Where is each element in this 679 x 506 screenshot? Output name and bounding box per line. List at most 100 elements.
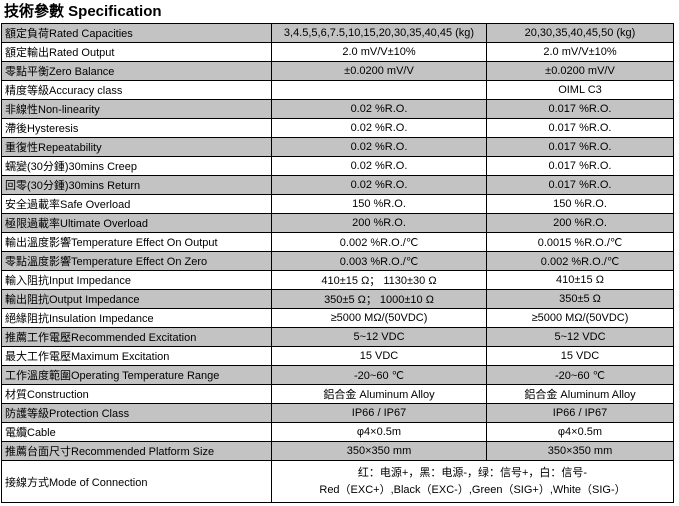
spec-label-cell: 安全過載率Safe Overload <box>1 194 272 214</box>
table-row: 輸出溫度影響Temperature Effect On Output 0.002… <box>1 232 674 252</box>
table-row: 推薦工作電壓Recommended Excitation 5~12 VDC 5~… <box>1 327 674 347</box>
spec-value-cell-col1: 0.02 %R.O. <box>271 99 487 119</box>
table-row: 精度等級Accuracy class OIML C3 <box>1 80 674 100</box>
spec-value-cell-col1: 3,4.5,5,6,7.5,10,15,20,30,35,40,45 (kg) <box>271 23 487 43</box>
spec-label-cell: 防護等級Protection Class <box>1 403 272 423</box>
table-row: 輸出阻抗Output Impedance 350±5 Ω； 1000±10 Ω … <box>1 289 674 309</box>
spec-label-cell: 蠕變(30分鍾)30mins Creep <box>1 156 272 176</box>
connection-line-en: Red（EXC+）,Black（EXC-）,Green（SIG+）,White（… <box>319 483 626 496</box>
spec-label-cell: 最大工作電壓Maximum Excitation <box>1 346 272 366</box>
spec-value-cell-col2: 0.017 %R.O. <box>486 175 674 195</box>
spec-value-cell-col2: φ4×0.5m <box>486 422 674 442</box>
table-row: 防護等級Protection Class IP66 / IP67 IP66 / … <box>1 403 674 423</box>
spec-value-cell-col2: 0.017 %R.O. <box>486 99 674 119</box>
spec-value-cell-col2: 2.0 mV/V±10% <box>486 42 674 62</box>
spec-value-cell-col1: 0.002 %R.O./℃ <box>271 232 487 252</box>
table-row: 電纜Cable φ4×0.5m φ4×0.5m <box>1 422 674 442</box>
spec-value-cell-col2: IP66 / IP67 <box>486 403 674 423</box>
spec-value-cell-col2: 200 %R.O. <box>486 213 674 233</box>
spec-value-cell-col2: OIML C3 <box>486 80 674 100</box>
spec-value-cell-col2: 0.017 %R.O. <box>486 137 674 157</box>
spec-table: 額定負荷Rated Capacities 3,4.5,5,6,7.5,10,15… <box>1 23 674 503</box>
table-row: 蠕變(30分鍾)30mins Creep 0.02 %R.O. 0.017 %R… <box>1 156 674 176</box>
spec-label-cell: 額定輸出Rated Output <box>1 42 272 62</box>
spec-value-cell-col1: 15 VDC <box>271 346 487 366</box>
table-row: 零點平衡Zero Balance ±0.0200 mV/V ±0.0200 mV… <box>1 61 674 81</box>
spec-label-cell: 零點溫度影響Temperature Effect On Zero <box>1 251 272 271</box>
spec-value-cell-col1: 350±5 Ω； 1000±10 Ω <box>271 289 487 309</box>
spec-label-cell: 精度等級Accuracy class <box>1 80 272 100</box>
table-row: 推薦台面尺寸Recommended Platform Size 350×350 … <box>1 441 674 461</box>
spec-value-cell-col1: 0.02 %R.O. <box>271 137 487 157</box>
table-row: 極限過載率Ultimate Overload 200 %R.O. 200 %R.… <box>1 213 674 233</box>
spec-value-cell-col2: 0.0015 %R.O./℃ <box>486 232 674 252</box>
table-row: 滯後Hysteresis 0.02 %R.O. 0.017 %R.O. <box>1 118 674 138</box>
spec-label-cell: 推薦台面尺寸Recommended Platform Size <box>1 441 272 461</box>
spec-value-cell-col1: 0.02 %R.O. <box>271 118 487 138</box>
spec-label-cell: 滯後Hysteresis <box>1 118 272 138</box>
table-row: 輸入阻抗Input Impedance 410±15 Ω； 1130±30 Ω … <box>1 270 674 290</box>
spec-value-cell-col2: 0.017 %R.O. <box>486 156 674 176</box>
connection-line-cn: 红：电源+，黑：电源-，绿：信号+，白：信号- <box>357 466 588 479</box>
page-title: 技術參數 Specification <box>4 3 162 20</box>
spec-value-cell-col1: φ4×0.5m <box>271 422 487 442</box>
spec-value-cell-col2: 350×350 mm <box>486 441 674 461</box>
spec-value-cell-col1: ±0.0200 mV/V <box>271 61 487 81</box>
spec-value-cell-col2: 鋁合金 Aluminum Alloy <box>486 384 674 404</box>
spec-value-cell-col1: 410±15 Ω； 1130±30 Ω <box>271 270 487 290</box>
table-row: 最大工作電壓Maximum Excitation 15 VDC 15 VDC <box>1 346 674 366</box>
spec-value-cell-col1: 0.02 %R.O. <box>271 156 487 176</box>
spec-label-cell: 絕緣阻抗Insulation Impedance <box>1 308 272 328</box>
table-row: 額定輸出Rated Output 2.0 mV/V±10% 2.0 mV/V±1… <box>1 42 674 62</box>
spec-value-cell-col1: 5~12 VDC <box>271 327 487 347</box>
spec-value-cell-col1: ≥5000 MΩ/(50VDC) <box>271 308 487 328</box>
spec-label-cell: 重復性Repeatability <box>1 137 272 157</box>
spec-value-cell-col2: 0.017 %R.O. <box>486 118 674 138</box>
spec-label-cell: 輸出溫度影響Temperature Effect On Output <box>1 232 272 252</box>
spec-value-cell-col1: -20~60 ℃ <box>271 365 487 385</box>
spec-value-cell-col1 <box>271 80 487 100</box>
spec-connection-cell: 红：电源+，黑：电源-，绿：信号+，白：信号- Red（EXC+）,Black（… <box>271 460 674 503</box>
spec-value-cell-col1: 2.0 mV/V±10% <box>271 42 487 62</box>
table-row: 工作溫度範圍Operating Temperature Range -20~60… <box>1 365 674 385</box>
spec-value-cell-col2: 0.002 %R.O./℃ <box>486 251 674 271</box>
spec-value-cell-col1: 0.02 %R.O. <box>271 175 487 195</box>
spec-value-cell-col1: IP66 / IP67 <box>271 403 487 423</box>
spec-value-cell-col1: 350×350 mm <box>271 441 487 461</box>
table-row: 重復性Repeatability 0.02 %R.O. 0.017 %R.O. <box>1 137 674 157</box>
spec-value-cell-col2: ±0.0200 mV/V <box>486 61 674 81</box>
spec-label-cell: 零點平衡Zero Balance <box>1 61 272 81</box>
spec-value-cell-col1: 鋁合金 Aluminum Alloy <box>271 384 487 404</box>
spec-value-cell-col2: 150 %R.O. <box>486 194 674 214</box>
spec-label-cell: 回零(30分鍾)30mins Return <box>1 175 272 195</box>
table-row: 回零(30分鍾)30mins Return 0.02 %R.O. 0.017 %… <box>1 175 674 195</box>
spec-label-cell: 極限過載率Ultimate Overload <box>1 213 272 233</box>
spec-label-cell: 輸入阻抗Input Impedance <box>1 270 272 290</box>
spec-label-cell: 材質Construction <box>1 384 272 404</box>
spec-value-cell-col2: 15 VDC <box>486 346 674 366</box>
spec-label-cell: 接線方式Mode of Connection <box>1 460 272 503</box>
spec-value-cell-col2: 410±15 Ω <box>486 270 674 290</box>
spec-label-cell: 輸出阻抗Output Impedance <box>1 289 272 309</box>
spec-value-cell-col2: -20~60 ℃ <box>486 365 674 385</box>
spec-label-cell: 電纜Cable <box>1 422 272 442</box>
table-row: 材質Construction 鋁合金 Aluminum Alloy 鋁合金 Al… <box>1 384 674 404</box>
spec-label-cell: 工作溫度範圍Operating Temperature Range <box>1 365 272 385</box>
spec-value-cell-col2: 5~12 VDC <box>486 327 674 347</box>
spec-value-cell-col1: 200 %R.O. <box>271 213 487 233</box>
spec-value-cell-col2: 350±5 Ω <box>486 289 674 309</box>
spec-value-cell-col2: 20,30,35,40,45,50 (kg) <box>486 23 674 43</box>
table-row: 安全過載率Safe Overload 150 %R.O. 150 %R.O. <box>1 194 674 214</box>
spec-table-body: 額定負荷Rated Capacities 3,4.5,5,6,7.5,10,15… <box>1 23 674 503</box>
spec-value-cell-col1: 150 %R.O. <box>271 194 487 214</box>
spec-value-cell-col2: ≥5000 MΩ/(50VDC) <box>486 308 674 328</box>
table-row: 零點溫度影響Temperature Effect On Zero 0.003 %… <box>1 251 674 271</box>
table-row: 非線性Non-linearity 0.02 %R.O. 0.017 %R.O. <box>1 99 674 119</box>
spec-value-cell-col1: 0.003 %R.O./℃ <box>271 251 487 271</box>
table-row-connection: 接線方式Mode of Connection 红：电源+，黑：电源-，绿：信号+… <box>1 460 674 503</box>
spec-label-cell: 額定負荷Rated Capacities <box>1 23 272 43</box>
spec-label-cell: 推薦工作電壓Recommended Excitation <box>1 327 272 347</box>
table-row: 絕緣阻抗Insulation Impedance ≥5000 MΩ/(50VDC… <box>1 308 674 328</box>
spec-label-cell: 非線性Non-linearity <box>1 99 272 119</box>
table-row: 額定負荷Rated Capacities 3,4.5,5,6,7.5,10,15… <box>1 23 674 43</box>
